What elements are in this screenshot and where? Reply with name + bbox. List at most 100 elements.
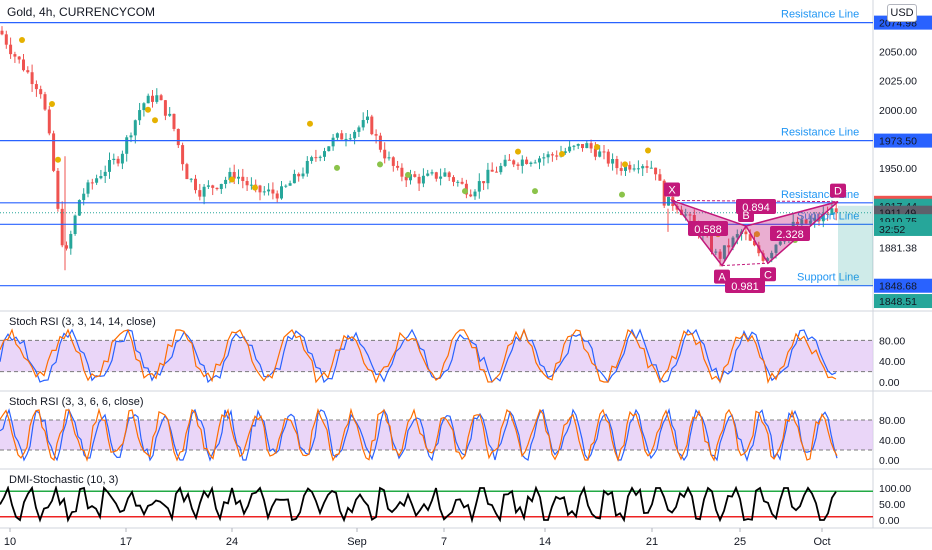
candle-body (387, 157, 391, 159)
harmonic-point-C: C (764, 269, 772, 281)
candle-body (443, 172, 447, 177)
candle-body (163, 100, 167, 116)
candle-body (542, 157, 546, 159)
candle-body (593, 148, 597, 157)
candle-body (129, 135, 133, 138)
candle-body (288, 183, 292, 186)
candle-body (52, 133, 56, 171)
signal-dot (619, 191, 625, 198)
candle-body (340, 133, 344, 140)
candle-body (95, 178, 99, 183)
candle-body (667, 197, 670, 206)
price-badge (874, 294, 932, 309)
candle-body (722, 245, 726, 259)
candle-body (310, 157, 314, 161)
stoch-band-1 (0, 340, 873, 372)
level-label-3: Support Line (797, 210, 859, 222)
candle-body (555, 155, 559, 157)
time-tick-0: 10 (4, 536, 16, 548)
price-tick-5: 1950.00 (879, 163, 917, 175)
candle-body (357, 127, 361, 132)
candle-body (206, 185, 210, 187)
price-tick-10: 32:52 (879, 224, 905, 236)
osc-tick-2-0: 80.00 (879, 415, 905, 427)
stoch-rsi-2-label: Stoch RSI (3, 3, 6, 6, close) (7, 396, 146, 408)
signal-dot (559, 150, 565, 157)
candle-body (0, 30, 4, 35)
price-tick-3: 2000.00 (879, 105, 917, 117)
harmonic-ratio-box (770, 226, 810, 241)
candle-body (391, 157, 395, 166)
candle-body (821, 213, 825, 222)
candle-body (374, 134, 378, 136)
candle-body (692, 215, 696, 224)
candle-body (503, 159, 507, 166)
candle-body (396, 165, 400, 168)
candle-body (17, 56, 21, 60)
candle-body (43, 94, 47, 110)
candle-body (748, 234, 752, 241)
candle-body (800, 219, 804, 226)
harmonic-ratio-box (725, 278, 765, 293)
harmonic-point-A: A (718, 272, 726, 284)
signal-dot (532, 188, 538, 195)
candle-body (512, 160, 516, 165)
harmonic-point-B: B (742, 210, 749, 222)
candle-body (301, 173, 305, 177)
candle-body (563, 151, 567, 153)
osc-tick-3-1: 50.00 (879, 499, 905, 511)
signal-dot (515, 148, 521, 155)
candle-body (292, 173, 296, 184)
candle-body (198, 190, 202, 197)
candle-body (168, 113, 172, 116)
candle-body (658, 174, 662, 181)
candle-body (103, 171, 107, 177)
candle-body (456, 181, 460, 183)
candle-body (335, 133, 339, 138)
candle-body (90, 182, 94, 184)
harmonic-point-box-D (830, 183, 846, 198)
candle-body (645, 166, 649, 168)
candle-body (112, 158, 116, 161)
osc-tick-2-2: 0.00 (879, 455, 900, 467)
harmonic-ratio-2: 0.981 (731, 281, 759, 293)
candle-body (275, 193, 279, 199)
candle-body (486, 169, 490, 184)
currency-button[interactable]: USD (887, 4, 917, 22)
stoch-rsi-1-label: Stoch RSI (3, 3, 14, 14, close) (7, 316, 158, 328)
osc-tick-3-0: 100.00 (879, 483, 911, 495)
candle-body (572, 145, 576, 147)
candle-body (550, 154, 554, 156)
signal-dot (645, 147, 651, 154)
candle-body (228, 171, 232, 180)
time-tick-7: 25 (734, 536, 746, 548)
candle-body (172, 113, 176, 129)
price-tick-2: 2025.00 (879, 76, 917, 88)
candle-body (116, 158, 120, 164)
candle-body (237, 176, 240, 179)
candle-body (469, 194, 473, 197)
candle-body (82, 193, 86, 201)
candle-body (181, 145, 185, 165)
projection-box (838, 205, 873, 286)
harmonic-point-box-C (760, 267, 776, 282)
candle-body (194, 178, 197, 191)
level-label-4: Support Line (797, 272, 859, 284)
candle-body (305, 160, 309, 174)
signal-dot (49, 100, 55, 107)
candle-body (632, 168, 636, 170)
candle-body (525, 159, 529, 164)
candle-body (185, 164, 189, 180)
candle-body (753, 240, 756, 246)
signal-dot (405, 171, 411, 178)
harmonic-ratio-box (736, 199, 776, 214)
candle-body (60, 208, 64, 246)
time-tick-4: 7 (441, 536, 447, 548)
candle-body (245, 181, 249, 186)
level-label-1: Resistance Line (781, 127, 859, 139)
time-tick-3: Sep (347, 536, 367, 548)
candle-body (400, 167, 404, 177)
candle-body (159, 95, 163, 101)
